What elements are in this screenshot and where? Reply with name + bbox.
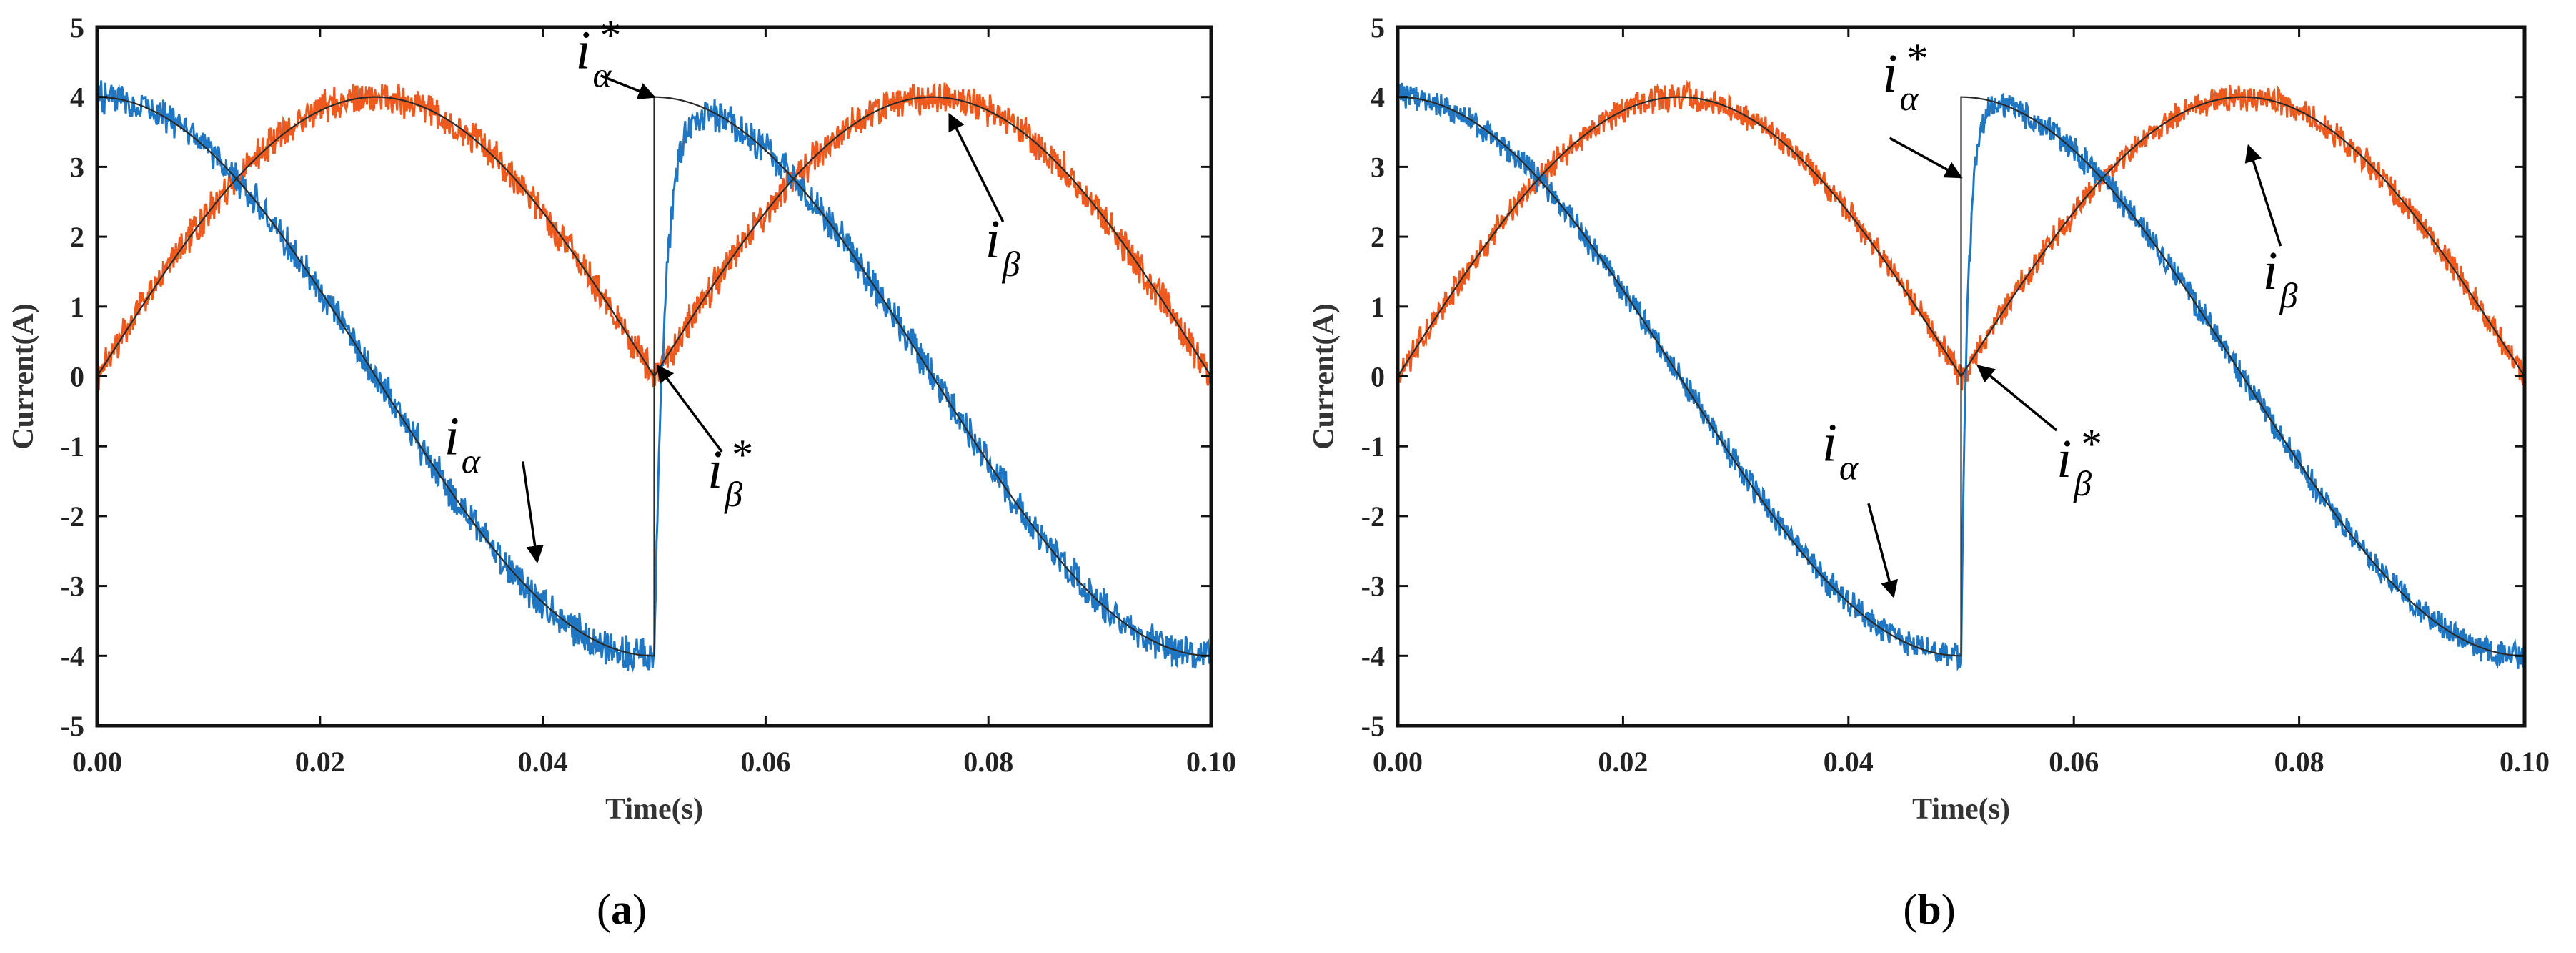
annotation-arrow [1867,503,1898,598]
y-axis-title: Current(A) [1308,303,1341,450]
x-tick-label: 0.02 [295,746,345,778]
y-tick-label: -2 [1361,500,1385,533]
annotation-arrow [656,364,723,453]
annotation-subscript: β [1002,244,1020,284]
x-tick-label: 0.08 [2274,746,2324,778]
annotation-arrow [1976,365,2058,432]
panel-label: (a) [597,886,647,933]
x-axis-title: Time(s) [605,793,703,826]
annotation-subscript: β [2073,463,2092,503]
y-tick-label: -4 [1361,640,1385,672]
x-tick-label: 0.00 [1373,746,1423,778]
y-axis-title: Current(A) [7,303,40,450]
y-tick-label: -3 [1361,571,1385,603]
annotation-subscript: α [593,55,613,95]
annotation-i-beta-star: i β* [1976,365,2102,503]
annotation-i-alpha-star: i α* [576,12,656,99]
panel-a: 5 4 3 2 1 0 -1 -2 -3 -4 -5 0.00 0.02 0.04 0.06 0.08 0.10… [7,11,1236,933]
y-tick-label: 3 [1371,151,1385,183]
x-tick-label: 0.06 [2049,746,2099,778]
series-i-alpha [1398,82,2525,672]
y-tick-label: 1 [1371,291,1385,323]
annotation-main: i [2263,241,2278,301]
y-tick-label: 1 [70,291,84,323]
y-tick-label: 0 [1371,361,1385,393]
annotation-arrow [522,461,544,563]
annotation-arrow [600,74,656,99]
series-i-alpha-ref [1398,96,2525,657]
annotation-main: i [1822,413,1837,473]
x-axis-title: Time(s) [1912,793,2010,826]
y-tick-label: -2 [61,500,84,533]
x-tick-label: 0.10 [2500,746,2550,778]
y-tick-label: -1 [1361,430,1385,463]
annotation-subscript: α [1839,447,1859,487]
x-tick-label: 0.00 [72,746,122,778]
annotation-main: i [1883,44,1898,104]
annotation-arrow [2244,144,2282,247]
x-tick-label: 0.02 [1598,746,1648,778]
x-tick-label: 0.08 [963,746,1013,778]
annotation-main: i [444,406,459,466]
annotation-arrow [948,112,1005,222]
y-tick-label: -4 [61,640,84,672]
y-tick-label: 5 [70,11,84,44]
y-tick-label: -3 [61,571,84,603]
y-tick-label: 4 [1371,82,1385,114]
annotation-subscript: α [1900,78,1920,118]
annotation-main: i [576,21,591,81]
annotation-i-alpha-star: i α* [1883,35,1963,179]
annotation-main: i [985,209,1000,270]
annotation-main: i [2057,429,2072,489]
annotation-arrow [1889,137,1963,179]
y-tick-label: -5 [61,710,84,742]
annotation-superscript: * [2081,420,2102,468]
y-tick-label: -5 [1361,710,1385,742]
x-tick-label: 0.06 [740,746,790,778]
panel-b: 5 4 3 2 1 0 -1 -2 -3 -4 -5 0.00 0.02 0.04 0.06 0.08 0.10… [1308,11,2550,933]
y-tick-label: -1 [61,430,84,463]
y-tick-label: 3 [70,151,84,183]
x-tick-label: 0.10 [1186,746,1236,778]
x-tick-label: 0.04 [518,746,568,778]
y-tick-label: 5 [1371,11,1385,44]
y-tick-label: 4 [70,82,84,114]
y-tick-label: 0 [70,361,84,393]
annotation-i-beta-star: i β* [656,364,753,514]
plot-area [1398,79,2525,672]
x-tick-label: 0.04 [1824,746,1874,778]
annotation-subscript: α [462,440,482,480]
y-tick-label: 2 [70,221,84,253]
annotation-main: i [707,440,722,500]
annotation-subscript: β [724,474,742,514]
annotation-superscript: * [600,12,622,59]
annotation-subscript: β [2279,275,2298,315]
plot-area [97,80,1211,673]
annotation-superscript: * [1907,35,1929,82]
series-i-alpha-ref [97,96,1211,657]
panel-label: (b) [1903,886,1955,933]
annotation-superscript: * [732,431,753,478]
y-tick-label: 2 [1371,221,1385,253]
